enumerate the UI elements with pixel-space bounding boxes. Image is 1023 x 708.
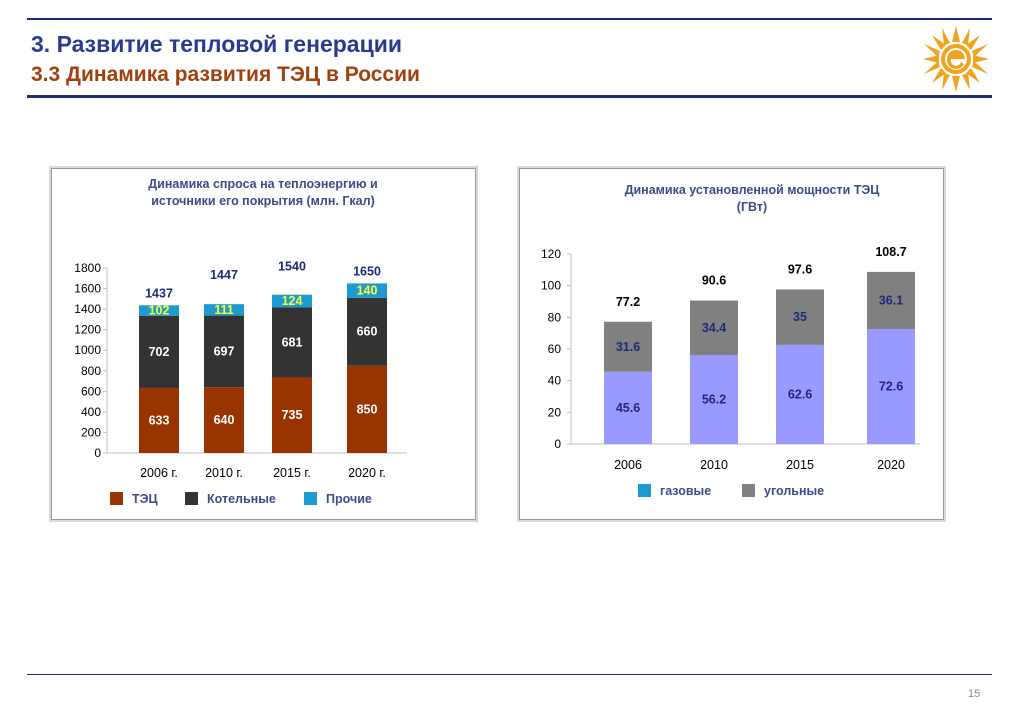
top-rule <box>27 18 992 20</box>
x-category-label: 2010 <box>700 458 728 472</box>
y-tick-label: 100 <box>541 279 561 293</box>
bar-value-label: 72.6 <box>879 380 903 394</box>
y-tick-label: 400 <box>81 405 101 419</box>
y-tick-label: 1000 <box>74 343 101 357</box>
y-tick-label: 120 <box>541 247 561 261</box>
y-tick-label: 800 <box>81 364 101 378</box>
y-tick-label: 40 <box>548 374 562 388</box>
bar-value-label: 735 <box>282 408 303 422</box>
y-tick-label: 1600 <box>74 282 101 296</box>
legend-swatch <box>110 492 123 505</box>
bar-value-label: 36.1 <box>879 293 903 307</box>
bar-value-label: 640 <box>214 413 235 427</box>
y-tick-label: 600 <box>81 384 101 398</box>
page-number: 15 <box>968 688 981 700</box>
legend-label: Прочие <box>326 492 372 506</box>
legend-label: угольные <box>764 484 824 498</box>
bar-value-label: 62.6 <box>788 387 812 401</box>
bar-segment <box>204 387 244 453</box>
bar-segment <box>347 283 387 298</box>
bar-value-label: 140 <box>357 284 378 298</box>
bar-value-label: 850 <box>357 402 378 416</box>
bar-segment <box>347 297 387 366</box>
page-subtitle: 3.3 Динамика развития ТЭЦ в России <box>31 63 420 86</box>
bar-total-label: 1540 <box>278 260 306 274</box>
chart-title-line: источники его покрытия (млн. Гкал) <box>151 194 375 208</box>
bar-value-label: 702 <box>149 345 170 359</box>
bar-segment <box>690 300 738 356</box>
legend-label: газовые <box>660 484 711 498</box>
page-title: 3. Развитие тепловой генерации <box>31 31 403 57</box>
heat-demand-chart: Динамика спроса на теплоэнергию и источни… <box>74 177 407 506</box>
x-category-label: 2006 <box>614 458 642 472</box>
chart-title-line: (ГВт) <box>737 200 767 214</box>
capacity-chart: Динамика установленной мощности ТЭЦ (ГВт)… <box>541 183 920 498</box>
title-underline <box>27 95 992 98</box>
bar-segment <box>604 321 652 372</box>
legend-swatch <box>742 484 755 497</box>
y-tick-label: 0 <box>94 446 101 460</box>
bar-value-label: 697 <box>214 344 235 358</box>
bar-total-label: 90.6 <box>702 274 726 288</box>
sun-logo-icon <box>923 26 989 92</box>
bar-segment <box>776 344 824 444</box>
bar-total-label: 1650 <box>353 264 381 278</box>
bar-value-label: 35 <box>793 310 807 324</box>
legend-swatch <box>638 484 651 497</box>
bar-segment <box>272 377 312 453</box>
bar-segment <box>139 305 179 316</box>
footer-rule <box>27 674 992 675</box>
chart-title-line: Динамика установленной мощности ТЭЦ <box>625 183 881 197</box>
y-tick-label: 80 <box>548 310 562 324</box>
y-tick-label: 1200 <box>74 323 101 337</box>
legend-swatch <box>304 492 317 505</box>
x-category-label: 2006 г. <box>140 466 178 480</box>
chart-title-line: Динамика спроса на теплоэнергию и <box>148 177 377 191</box>
bar-segment <box>867 329 915 444</box>
bar-segment <box>272 307 312 378</box>
bar-value-label: 31.6 <box>616 340 640 354</box>
y-tick-label: 1400 <box>74 302 101 316</box>
bar-total-label: 108.7 <box>875 245 906 259</box>
y-tick-label: 60 <box>548 342 562 356</box>
bar-segment <box>204 315 244 388</box>
heat-demand-chart-panel: Динамика спроса на теплоэнергию и источни… <box>51 168 476 520</box>
bar-value-label: 681 <box>282 335 303 349</box>
bar-value-label: 124 <box>282 294 303 308</box>
x-category-label: 2020 <box>877 458 905 472</box>
legend-label: ТЭЦ <box>132 492 159 506</box>
bar-total-label: 1447 <box>210 268 238 282</box>
bar-total-label: 97.6 <box>788 262 812 276</box>
legend-label: Котельные <box>207 492 276 506</box>
bar-segment <box>347 365 387 453</box>
y-tick-label: 0 <box>554 437 561 451</box>
legend-swatch <box>185 492 198 505</box>
y-tick-label: 1800 <box>74 261 101 275</box>
bar-segment <box>604 371 652 444</box>
bar-value-label: 633 <box>149 413 170 427</box>
y-tick-label: 200 <box>81 425 101 439</box>
bar-value-label: 660 <box>357 325 378 339</box>
bar-total-label: 77.2 <box>616 295 640 309</box>
capacity-chart-panel: Динамика установленной мощности ТЭЦ (ГВт)… <box>519 168 944 520</box>
x-category-label: 2015 <box>786 458 814 472</box>
bar-segment <box>272 294 312 308</box>
bar-segment <box>139 315 179 388</box>
bar-value-label: 111 <box>214 303 234 317</box>
y-tick-label: 20 <box>548 405 562 419</box>
bar-value-label: 56.2 <box>702 393 726 407</box>
bar-total-label: 1437 <box>145 286 173 300</box>
bar-segment <box>204 304 244 316</box>
bar-value-label: 45.6 <box>616 401 640 415</box>
bar-value-label: 34.4 <box>702 321 726 335</box>
bar-segment <box>690 355 738 444</box>
bar-value-label: 102 <box>149 304 170 318</box>
bar-segment <box>139 387 179 453</box>
x-category-label: 2010 г. <box>205 466 243 480</box>
bar-segment <box>776 289 824 345</box>
x-category-label: 2015 г. <box>273 466 311 480</box>
bar-segment <box>867 271 915 330</box>
x-category-label: 2020 г. <box>348 466 386 480</box>
